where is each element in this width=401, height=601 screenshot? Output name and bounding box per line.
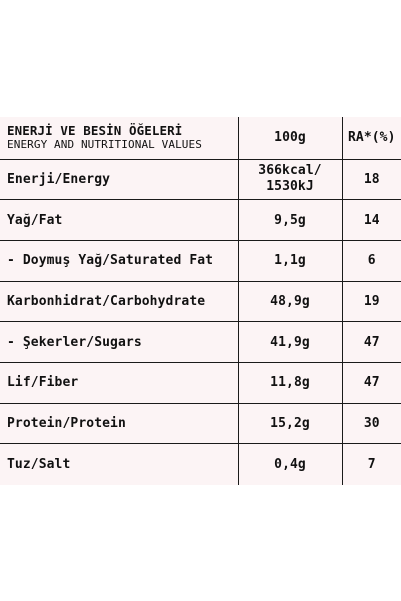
row-name: Lif/Fiber (7, 375, 79, 391)
row-ra: 30 (341, 403, 401, 444)
table-row: - Doymuş Yağ/Saturated Fat 1,1g 6 (0, 240, 401, 282)
table-row: Karbonhidrat/Carbohydrate 48,9g 19 (0, 281, 401, 322)
row-amount: 41,9g (237, 321, 342, 363)
row-amount: 11,8g (237, 362, 342, 404)
row-name: Tuz/Salt (7, 456, 71, 472)
header-ra: RA*(%) (341, 117, 401, 159)
row-amount: 48,9g (237, 281, 342, 322)
row-amount: 1,1g (237, 240, 342, 282)
table-row: Tuz/Salt 0,4g 7 (0, 443, 401, 485)
row-name: Enerji/Energy (7, 171, 111, 187)
header-title: ENERJİ VE BESİN ÖĞELERİ (7, 123, 183, 139)
row-amount: 366kcal/ 1530kJ (237, 159, 342, 200)
row-name: Karbonhidrat/Carbohydrate (7, 293, 206, 309)
row-ra: 6 (341, 240, 401, 282)
table-row: Protein/Protein 15,2g 30 (0, 403, 401, 444)
nutrition-table: ENERJİ VE BESİN ÖĞELERİ ENERGY AND NUTRI… (0, 117, 401, 485)
header-subtitle: ENERGY AND NUTRITIONAL VALUES (7, 138, 202, 152)
row-ra: 19 (341, 281, 401, 322)
row-amount: 0,4g (237, 443, 342, 485)
row-amount-line2: 1530kJ (266, 179, 314, 195)
table-row: Lif/Fiber 11,8g 47 (0, 362, 401, 404)
row-ra: 18 (341, 159, 401, 200)
row-name: - Doymuş Yağ/Saturated Fat (7, 253, 214, 269)
row-ra: 47 (341, 321, 401, 363)
table-row: - Şekerler/Sugars 41,9g 47 (0, 321, 401, 363)
row-ra: 47 (341, 362, 401, 404)
table-row: Enerji/Energy 366kcal/ 1530kJ 18 (0, 159, 401, 200)
row-amount: 9,5g (237, 199, 342, 241)
row-name: - Şekerler/Sugars (7, 334, 142, 350)
header-label-cell: ENERJİ VE BESİN ÖĞELERİ ENERGY AND NUTRI… (0, 117, 238, 159)
row-ra: 14 (341, 199, 401, 241)
row-amount-line1: 366kcal/ (258, 163, 322, 179)
row-name: Yağ/Fat (7, 212, 63, 228)
table-row: Yağ/Fat 9,5g 14 (0, 199, 401, 241)
row-amount: 15,2g (237, 403, 342, 444)
header-amount: 100g (237, 117, 342, 159)
row-ra: 7 (341, 443, 401, 485)
row-name: Protein/Protein (7, 415, 126, 431)
table-header-row: ENERJİ VE BESİN ÖĞELERİ ENERGY AND NUTRI… (0, 117, 401, 159)
